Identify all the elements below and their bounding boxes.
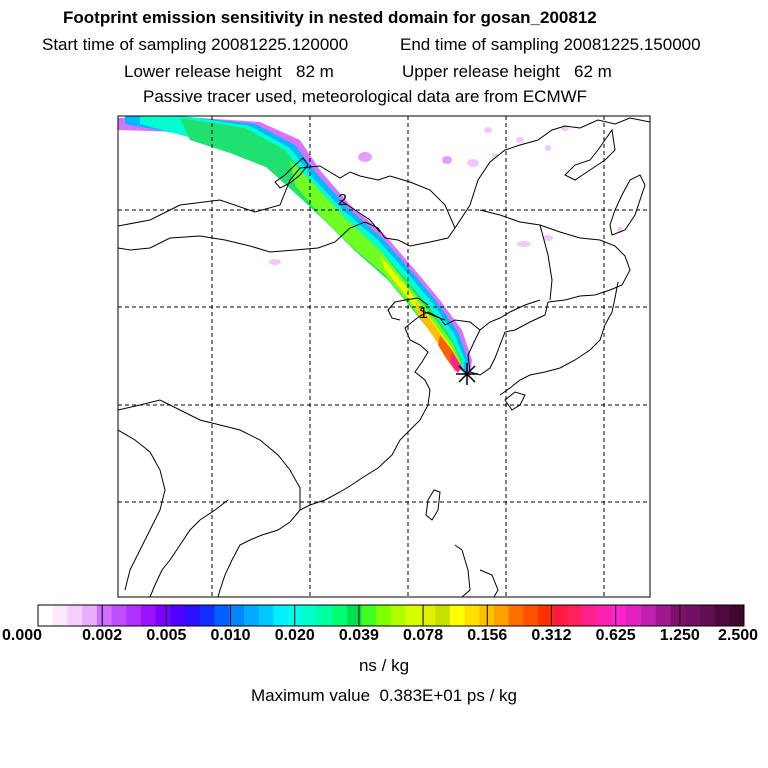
colorbar-swatch — [493, 605, 510, 626]
colorbar-swatch — [420, 605, 436, 626]
colorbar-swatch — [199, 605, 215, 626]
colorbar-swatch — [641, 605, 657, 626]
colorbar-swatch — [52, 605, 68, 626]
colorbar-tick-label: 0.000 — [1, 627, 43, 644]
colorbar-tick-label: 0.156 — [467, 627, 508, 644]
colorbar-tick-label: 0.078 — [403, 627, 444, 644]
colorbar-swatch — [126, 605, 142, 626]
colorbar-swatch — [155, 605, 171, 626]
colorbar-tick-label: 0.039 — [338, 627, 379, 644]
colorbar-swatch — [67, 605, 83, 626]
release-location-star-icon — [456, 363, 478, 385]
colorbar-swatch — [449, 605, 466, 626]
colorbar-tick-label: 0.020 — [274, 627, 315, 644]
colorbar-swatch — [288, 605, 304, 626]
colorbar-swatch — [96, 605, 113, 626]
colorbar-swatch — [685, 605, 701, 626]
contour-lines — [339, 199, 446, 321]
colorbar-swatch — [596, 605, 613, 626]
colorbar-swatch — [140, 605, 157, 626]
colorbar-swatch — [332, 605, 348, 626]
colorbar — [38, 605, 745, 626]
map-frame — [117, 115, 651, 598]
colorbar-swatch — [670, 605, 686, 626]
colorbar-swatch — [626, 605, 642, 626]
colorbar-tick-label: 0.625 — [595, 627, 636, 644]
colorbar-unit: ns / kg — [358, 656, 410, 675]
colorbar-swatch — [38, 605, 54, 626]
start-time-label: Start time of sampling 20081225.120000 — [42, 35, 349, 54]
colorbar-swatch — [699, 605, 716, 626]
colorbar-tick-label: 1.250 — [659, 627, 700, 644]
colorbar-swatch — [111, 605, 127, 626]
colorbar-swatch — [170, 605, 186, 626]
contour-label-1: 1 — [419, 305, 428, 322]
colorbar-tick-label: 2.500 — [717, 627, 759, 644]
plot-title: Footprint emission sensitivity in nested… — [63, 8, 597, 27]
colorbar-swatch — [729, 605, 745, 626]
maximum-value-label: Maximum value 0.383E+01 ps / kg — [251, 686, 517, 705]
colorbar-tick-label: 0.312 — [531, 627, 572, 644]
colorbar-swatch — [243, 605, 260, 626]
colorbar-tick-label: 0.010 — [210, 627, 251, 644]
colorbar-swatch — [229, 605, 245, 626]
colorbar-swatch — [611, 605, 627, 626]
colorbar-swatch — [346, 605, 363, 626]
colorbar-swatch — [391, 605, 407, 626]
colorbar-swatch — [273, 605, 289, 626]
colorbar-tick-label: 0.002 — [82, 627, 123, 644]
colorbar-swatch — [317, 605, 333, 626]
colorbar-swatch — [185, 605, 201, 626]
colorbar-swatch — [552, 605, 568, 626]
end-time-label: End time of sampling 20081225.150000 — [400, 35, 701, 54]
colorbar-frame — [37, 604, 745, 627]
colorbar-swatch — [361, 605, 377, 626]
footprint-plume — [118, 116, 623, 378]
colorbar-swatch — [376, 605, 392, 626]
colorbar-swatch — [567, 605, 583, 626]
colorbar-swatch — [435, 605, 451, 626]
colorbar-swatch — [523, 605, 539, 626]
colorbar-swatch — [464, 605, 480, 626]
colorbar-swatch — [714, 605, 730, 626]
colorbar-swatch — [582, 605, 598, 626]
lat-lon-grid — [118, 116, 650, 597]
colorbar-tick-label: 0.005 — [146, 627, 187, 644]
colorbar-swatch — [214, 605, 230, 626]
colorbar-swatch — [655, 605, 671, 626]
colorbar-swatch — [302, 605, 318, 626]
contour-label-2: 2 — [338, 192, 347, 209]
colorbar-swatch — [405, 605, 421, 626]
colorbar-swatch — [82, 605, 98, 626]
lower-release-label: Lower release height 82 m — [124, 62, 334, 81]
tracer-info-label: Passive tracer used, meteorological data… — [143, 87, 588, 106]
colorbar-swatch — [538, 605, 554, 626]
coastlines — [118, 117, 650, 597]
upper-release-label: Upper release height 62 m — [402, 62, 612, 81]
colorbar-swatch — [258, 605, 274, 626]
colorbar-swatch — [508, 605, 524, 626]
